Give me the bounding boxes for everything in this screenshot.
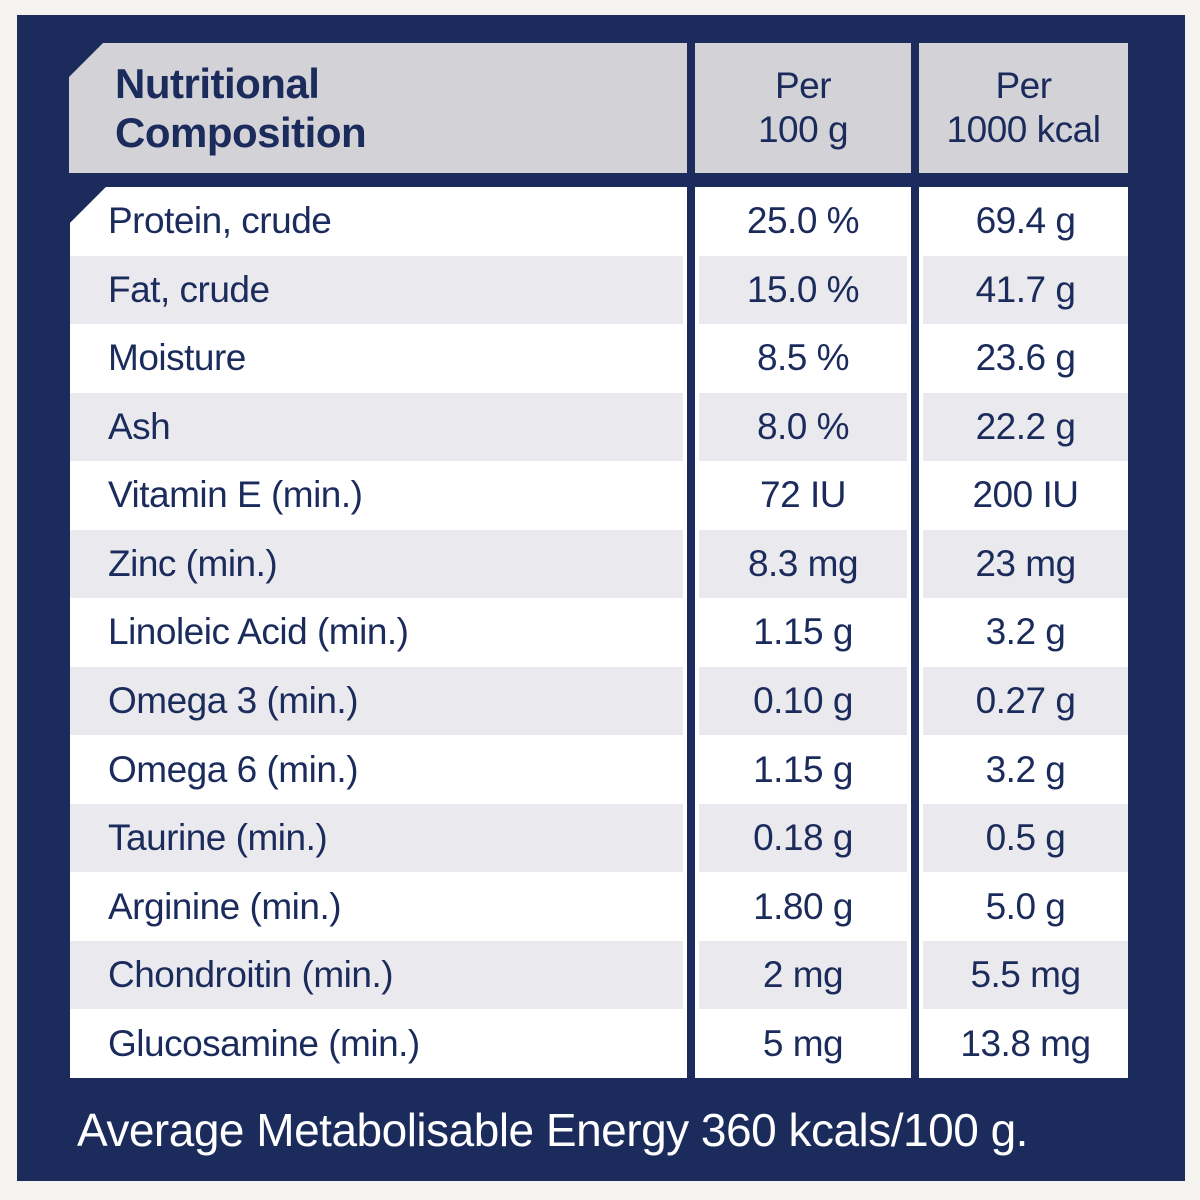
per-100g-value: 15.0 % [699,255,907,325]
nutrient-label: Fat, crude [70,255,683,325]
nutrient-label: Protein, crude [70,187,683,256]
per-1000kcal-header-line-1: Per [995,65,1052,106]
per-100g-value: 8.0 % [699,392,907,462]
nutrient-label: Vitamin E (min.) [70,461,683,530]
per-1000kcal-value: 69.4 g [923,187,1128,256]
per-100g-header-line-2: 100 g [757,109,849,150]
table-title-line-2: Composition [115,109,367,156]
per-1000kcal-value: 0.5 g [923,803,1128,873]
per-1000kcal-value: 200 IU [923,461,1128,530]
per-1000kcal-value: 23.6 g [923,324,1128,393]
table-row: Omega 6 (min.) 1.15 g 3.2 g [70,735,1128,804]
per-100g-value: 0.18 g [699,803,907,873]
table-row: Chondroitin (min.) 2 mg 5.5 mg [70,940,1128,1010]
per-1000kcal-value: 5.0 g [923,872,1128,941]
table-row: Fat, crude 15.0 % 41.7 g [70,255,1128,325]
nutrient-label: Arginine (min.) [70,872,683,941]
column-divider-line-1 [687,187,695,1078]
per-1000kcal-value: 13.8 mg [923,1009,1128,1078]
table-row: Glucosamine (min.) 5 mg 13.8 mg [70,1009,1128,1078]
nutrient-label: Zinc (min.) [70,529,683,599]
header-title-cell: Nutritional Composition [69,43,687,173]
per-100g-value: 1.15 g [699,598,907,667]
nutrient-label: Ash [70,392,683,462]
per-1000kcal-value: 23 mg [923,529,1128,599]
per-100g-value: 1.80 g [699,872,907,941]
header-column-divider [687,43,695,173]
table-title-line-1: Nutritional [115,60,320,107]
per-100g-header-line-1: Per [774,65,832,106]
table-row: Vitamin E (min.) 72 IU 200 IU [70,461,1128,530]
table-body: Protein, crude 25.0 % 69.4 g Fat, crude … [70,187,1128,1078]
per-1000kcal-header-line-2: 1000 kcal [946,109,1101,150]
table-row: Zinc (min.) 8.3 mg 23 mg [70,529,1128,599]
table-row: Taurine (min.) 0.18 g 0.5 g [70,803,1128,873]
per-1000kcal-value: 41.7 g [923,255,1128,325]
per-1000kcal-value: 0.27 g [923,666,1128,736]
table-row: Omega 3 (min.) 0.10 g 0.27 g [70,666,1128,736]
per-100g-value: 2 mg [699,940,907,1010]
table-row: Linoleic Acid (min.) 1.15 g 3.2 g [70,598,1128,667]
nutrient-label: Linoleic Acid (min.) [70,598,683,667]
per-1000kcal-value: 5.5 mg [923,940,1128,1010]
per-100g-value: 0.10 g [699,666,907,736]
per-1000kcal-value: 3.2 g [923,598,1128,667]
header-per-100g-cell: Per 100 g [695,43,911,173]
footer-band: Average Metabolisable Energy 360 kcals/1… [17,1078,1185,1181]
table-row: Protein, crude 25.0 % 69.4 g [70,187,1128,256]
per-100g-value: 8.3 mg [699,529,907,599]
per-100g-value: 8.5 % [699,324,907,393]
table-row: Moisture 8.5 % 23.6 g [70,324,1128,393]
nutrient-label: Omega 6 (min.) [70,735,683,804]
metabolisable-energy-text: Average Metabolisable Energy 360 kcals/1… [77,1103,1028,1156]
per-1000kcal-value: 3.2 g [923,735,1128,804]
nutrient-label: Moisture [70,324,683,393]
table-row: Ash 8.0 % 22.2 g [70,392,1128,462]
per-100g-value: 25.0 % [699,187,907,256]
per-100g-value: 5 mg [699,1009,907,1078]
per-100g-value: 1.15 g [699,735,907,804]
nutrient-label: Omega 3 (min.) [70,666,683,736]
per-1000kcal-value: 22.2 g [923,392,1128,462]
nutrient-label: Chondroitin (min.) [70,940,683,1010]
label-panel: Nutritional Composition Per 100 g Per 10… [17,15,1185,1181]
nutrient-label: Glucosamine (min.) [70,1009,683,1078]
column-divider-line-2 [911,187,919,1078]
header-per-1000kcal-cell: Per 1000 kcal [919,43,1128,173]
table-row: Arginine (min.) 1.80 g 5.0 g [70,872,1128,941]
nutrient-label: Taurine (min.) [70,803,683,873]
header-column-divider [911,43,919,173]
table-header: Nutritional Composition Per 100 g Per 10… [69,43,1128,173]
per-100g-value: 72 IU [699,461,907,530]
